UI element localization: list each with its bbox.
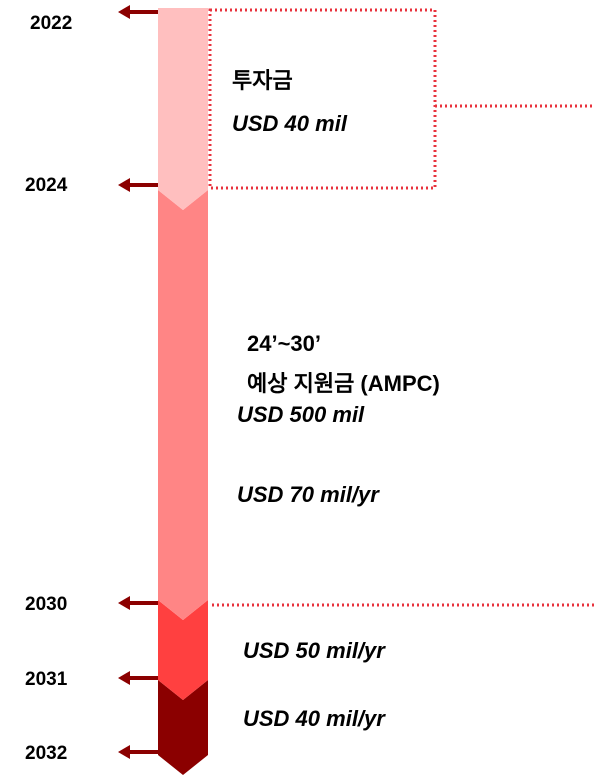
year: 2032 bbox=[25, 743, 67, 764]
amount: USD 500 mil bbox=[237, 402, 365, 427]
investment-box bbox=[208, 8, 437, 190]
segment-2022-2024 bbox=[158, 8, 208, 210]
label: 예상 지원금 (AMPC) bbox=[247, 371, 440, 396]
arrow bbox=[118, 5, 158, 19]
segment-2031-2032 bbox=[158, 680, 208, 775]
segment-2024-2030 bbox=[158, 190, 208, 620]
label: 24’~30’ bbox=[247, 331, 321, 356]
year: 2022 bbox=[30, 13, 72, 34]
year-arrows bbox=[118, 5, 158, 759]
segment-2030-2031 bbox=[158, 600, 208, 700]
year: 2030 bbox=[25, 594, 67, 615]
amount: USD 40 mil/yr bbox=[243, 706, 386, 731]
year: 2024 bbox=[25, 175, 68, 196]
arrow bbox=[118, 745, 158, 759]
amount: USD 70 mil/yr bbox=[237, 482, 380, 507]
year: 2031 bbox=[25, 669, 68, 690]
label: 투자금 bbox=[232, 68, 293, 93]
amount: USD 40 mil bbox=[232, 111, 348, 136]
arrow bbox=[118, 671, 158, 685]
amount: USD 50 mil/yr bbox=[243, 638, 386, 663]
arrow bbox=[118, 596, 158, 610]
arrow bbox=[118, 178, 158, 192]
